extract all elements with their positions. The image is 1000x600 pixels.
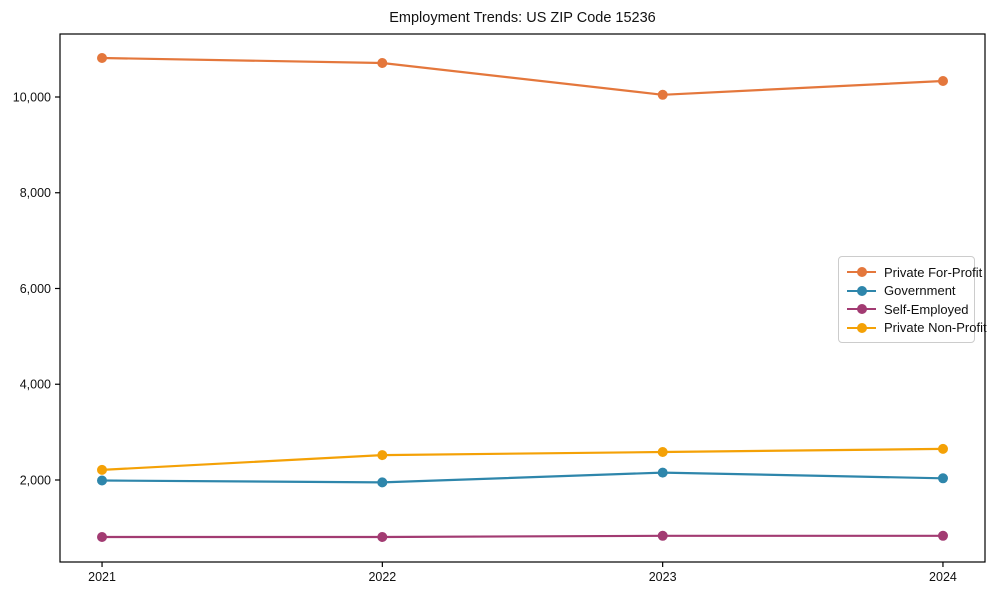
legend-item-private-for-profit: Private For-Profit <box>847 263 982 282</box>
legend-marker-icon <box>856 285 867 296</box>
data-point-government <box>97 475 107 486</box>
data-point-private-for-profit <box>97 53 107 63</box>
x-tick-label: 2021 <box>88 570 116 584</box>
data-point-self-employed <box>657 530 668 541</box>
legend-swatch-private-for-profit <box>847 267 876 278</box>
y-tick-label: 2,000 <box>20 473 51 487</box>
legend-item-self-employed: Self-Employed <box>847 300 969 319</box>
plot-border <box>59 33 986 563</box>
legend: Private For-Profit Government Self-Employe… <box>838 256 987 343</box>
data-point-private-non-profit <box>657 447 668 457</box>
data-point-self-employed <box>377 532 388 542</box>
legend-swatch-government <box>847 285 876 296</box>
data-point-private-for-profit <box>657 89 668 100</box>
data-point-government <box>377 477 388 488</box>
data-point-private-for-profit <box>938 76 948 86</box>
legend-swatch-self-employed <box>847 304 876 315</box>
x-tick-label: 2022 <box>368 570 396 584</box>
legend-marker-icon <box>856 322 867 333</box>
data-point-government <box>938 473 948 484</box>
y-tick-label: 4,000 <box>20 378 51 392</box>
legend-marker-icon <box>856 267 867 278</box>
x-tick-label: 2024 <box>929 570 957 584</box>
legend-item-government: Government <box>847 282 966 301</box>
y-tick-label: 8,000 <box>20 186 51 200</box>
data-point-self-employed <box>97 532 107 542</box>
data-point-private-non-profit <box>97 464 107 475</box>
legend-label: Self-Employed <box>884 301 969 317</box>
legend-marker-icon <box>856 304 867 315</box>
chart-title: Employment Trends: US ZIP Code 15236 <box>389 10 656 26</box>
series-line-government <box>101 471 944 484</box>
data-point-private-non-profit <box>377 450 388 461</box>
y-tick-label: 6,000 <box>20 282 51 296</box>
series-line-self-employed <box>102 534 943 539</box>
data-point-government <box>657 467 668 478</box>
series-line-private-for-profit <box>101 56 944 96</box>
y-tick-label: 10,000 <box>13 91 51 105</box>
series-line-private-non-profit <box>101 447 944 471</box>
x-tick-label: 2023 <box>649 570 677 584</box>
legend-item-private-non-profit: Private Non-Profit <box>847 319 987 338</box>
legend-label: Government <box>884 283 956 299</box>
data-point-private-non-profit <box>938 443 948 454</box>
legend-swatch-private-non-profit <box>847 322 876 333</box>
data-point-private-for-profit <box>377 58 388 68</box>
legend-label: Private Non-Profit <box>884 320 987 336</box>
legend-label: Private For-Profit <box>884 264 983 280</box>
data-point-self-employed <box>938 530 948 541</box>
